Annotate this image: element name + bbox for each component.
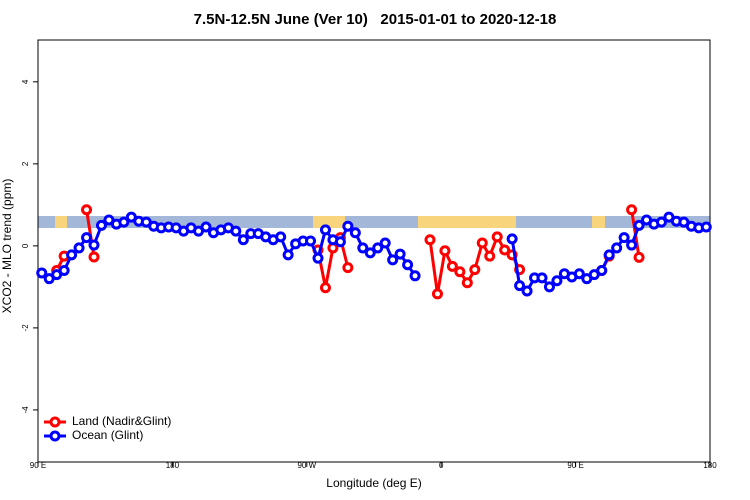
data-point (491, 231, 503, 243)
data-point (95, 219, 107, 231)
x-tick-label: 180 (703, 461, 717, 470)
data-point (319, 224, 331, 236)
data-point (275, 231, 287, 243)
x-tick-label: 90 E (30, 461, 46, 470)
data-point (626, 239, 638, 251)
data-point (58, 264, 70, 276)
legend-label: Land (Nadir&Glint) (72, 414, 171, 428)
x-tick-label: 90 W (297, 461, 316, 470)
data-point (611, 242, 623, 254)
data-point (379, 237, 391, 249)
data-point (73, 242, 85, 254)
data-point (626, 204, 638, 216)
data-point (499, 244, 511, 256)
x-tick-label: 180 (166, 461, 180, 470)
x-tick-label: 90 E (567, 461, 583, 470)
data-point (81, 204, 93, 216)
data-point (506, 233, 518, 245)
data-point (536, 272, 548, 284)
plot-frame (37, 39, 711, 463)
data-point (342, 220, 354, 232)
data-point (543, 281, 555, 293)
data-point (88, 251, 100, 263)
y-tick-label: -2 (21, 324, 30, 332)
data-point (282, 249, 294, 261)
data-point (334, 236, 346, 248)
y-axis-label: XCO2 - MLO trend (ppm) (0, 179, 14, 314)
data-point (424, 234, 436, 246)
x-axis-label: Longitude (deg E) (326, 476, 421, 490)
data-point (200, 221, 212, 233)
data-point (364, 247, 376, 259)
x-tick-label: 0 (439, 461, 444, 470)
y-tick-label: -4 (21, 406, 30, 414)
data-point (521, 285, 533, 297)
data-point (81, 232, 93, 244)
data-point (431, 288, 443, 300)
legend-swatch-point (49, 416, 61, 428)
data-point (700, 221, 712, 233)
data-point (66, 249, 78, 261)
data-point (469, 264, 481, 276)
data-point (454, 266, 466, 278)
legend-label: Ocean (Glint) (72, 428, 143, 442)
data-point (603, 249, 615, 261)
y-tick-label: 2 (21, 161, 30, 166)
chart-title: 7.5N-12.5N June (Ver 10) 2015-01-01 to 2… (194, 11, 557, 28)
data-point (349, 227, 361, 239)
data-point (573, 268, 585, 280)
data-point (514, 280, 526, 292)
data-point (439, 245, 451, 257)
data-point (633, 251, 645, 263)
data-point (402, 259, 414, 271)
data-point (342, 262, 354, 274)
data-point (36, 267, 48, 279)
data-point (596, 264, 608, 276)
data-point (476, 237, 488, 249)
data-point (461, 277, 473, 289)
y-tick-label: 0 (21, 243, 30, 248)
data-point (237, 234, 249, 246)
data-point (446, 260, 458, 272)
data-point (305, 235, 317, 247)
data-point (387, 254, 399, 266)
data-point (655, 216, 667, 228)
data-point (372, 242, 384, 254)
data-point (484, 250, 496, 262)
y-tick-label: 4 (21, 79, 30, 84)
data-point (409, 270, 421, 282)
data-point (633, 219, 645, 231)
data-point (88, 239, 100, 251)
data-point (230, 225, 242, 237)
data-point (357, 242, 369, 254)
data-point (618, 232, 630, 244)
data-point (394, 248, 406, 260)
legend-swatch-point (49, 430, 61, 442)
data-point (118, 216, 130, 228)
data-point (551, 275, 563, 287)
data-point (319, 282, 331, 294)
data-point (312, 252, 324, 264)
